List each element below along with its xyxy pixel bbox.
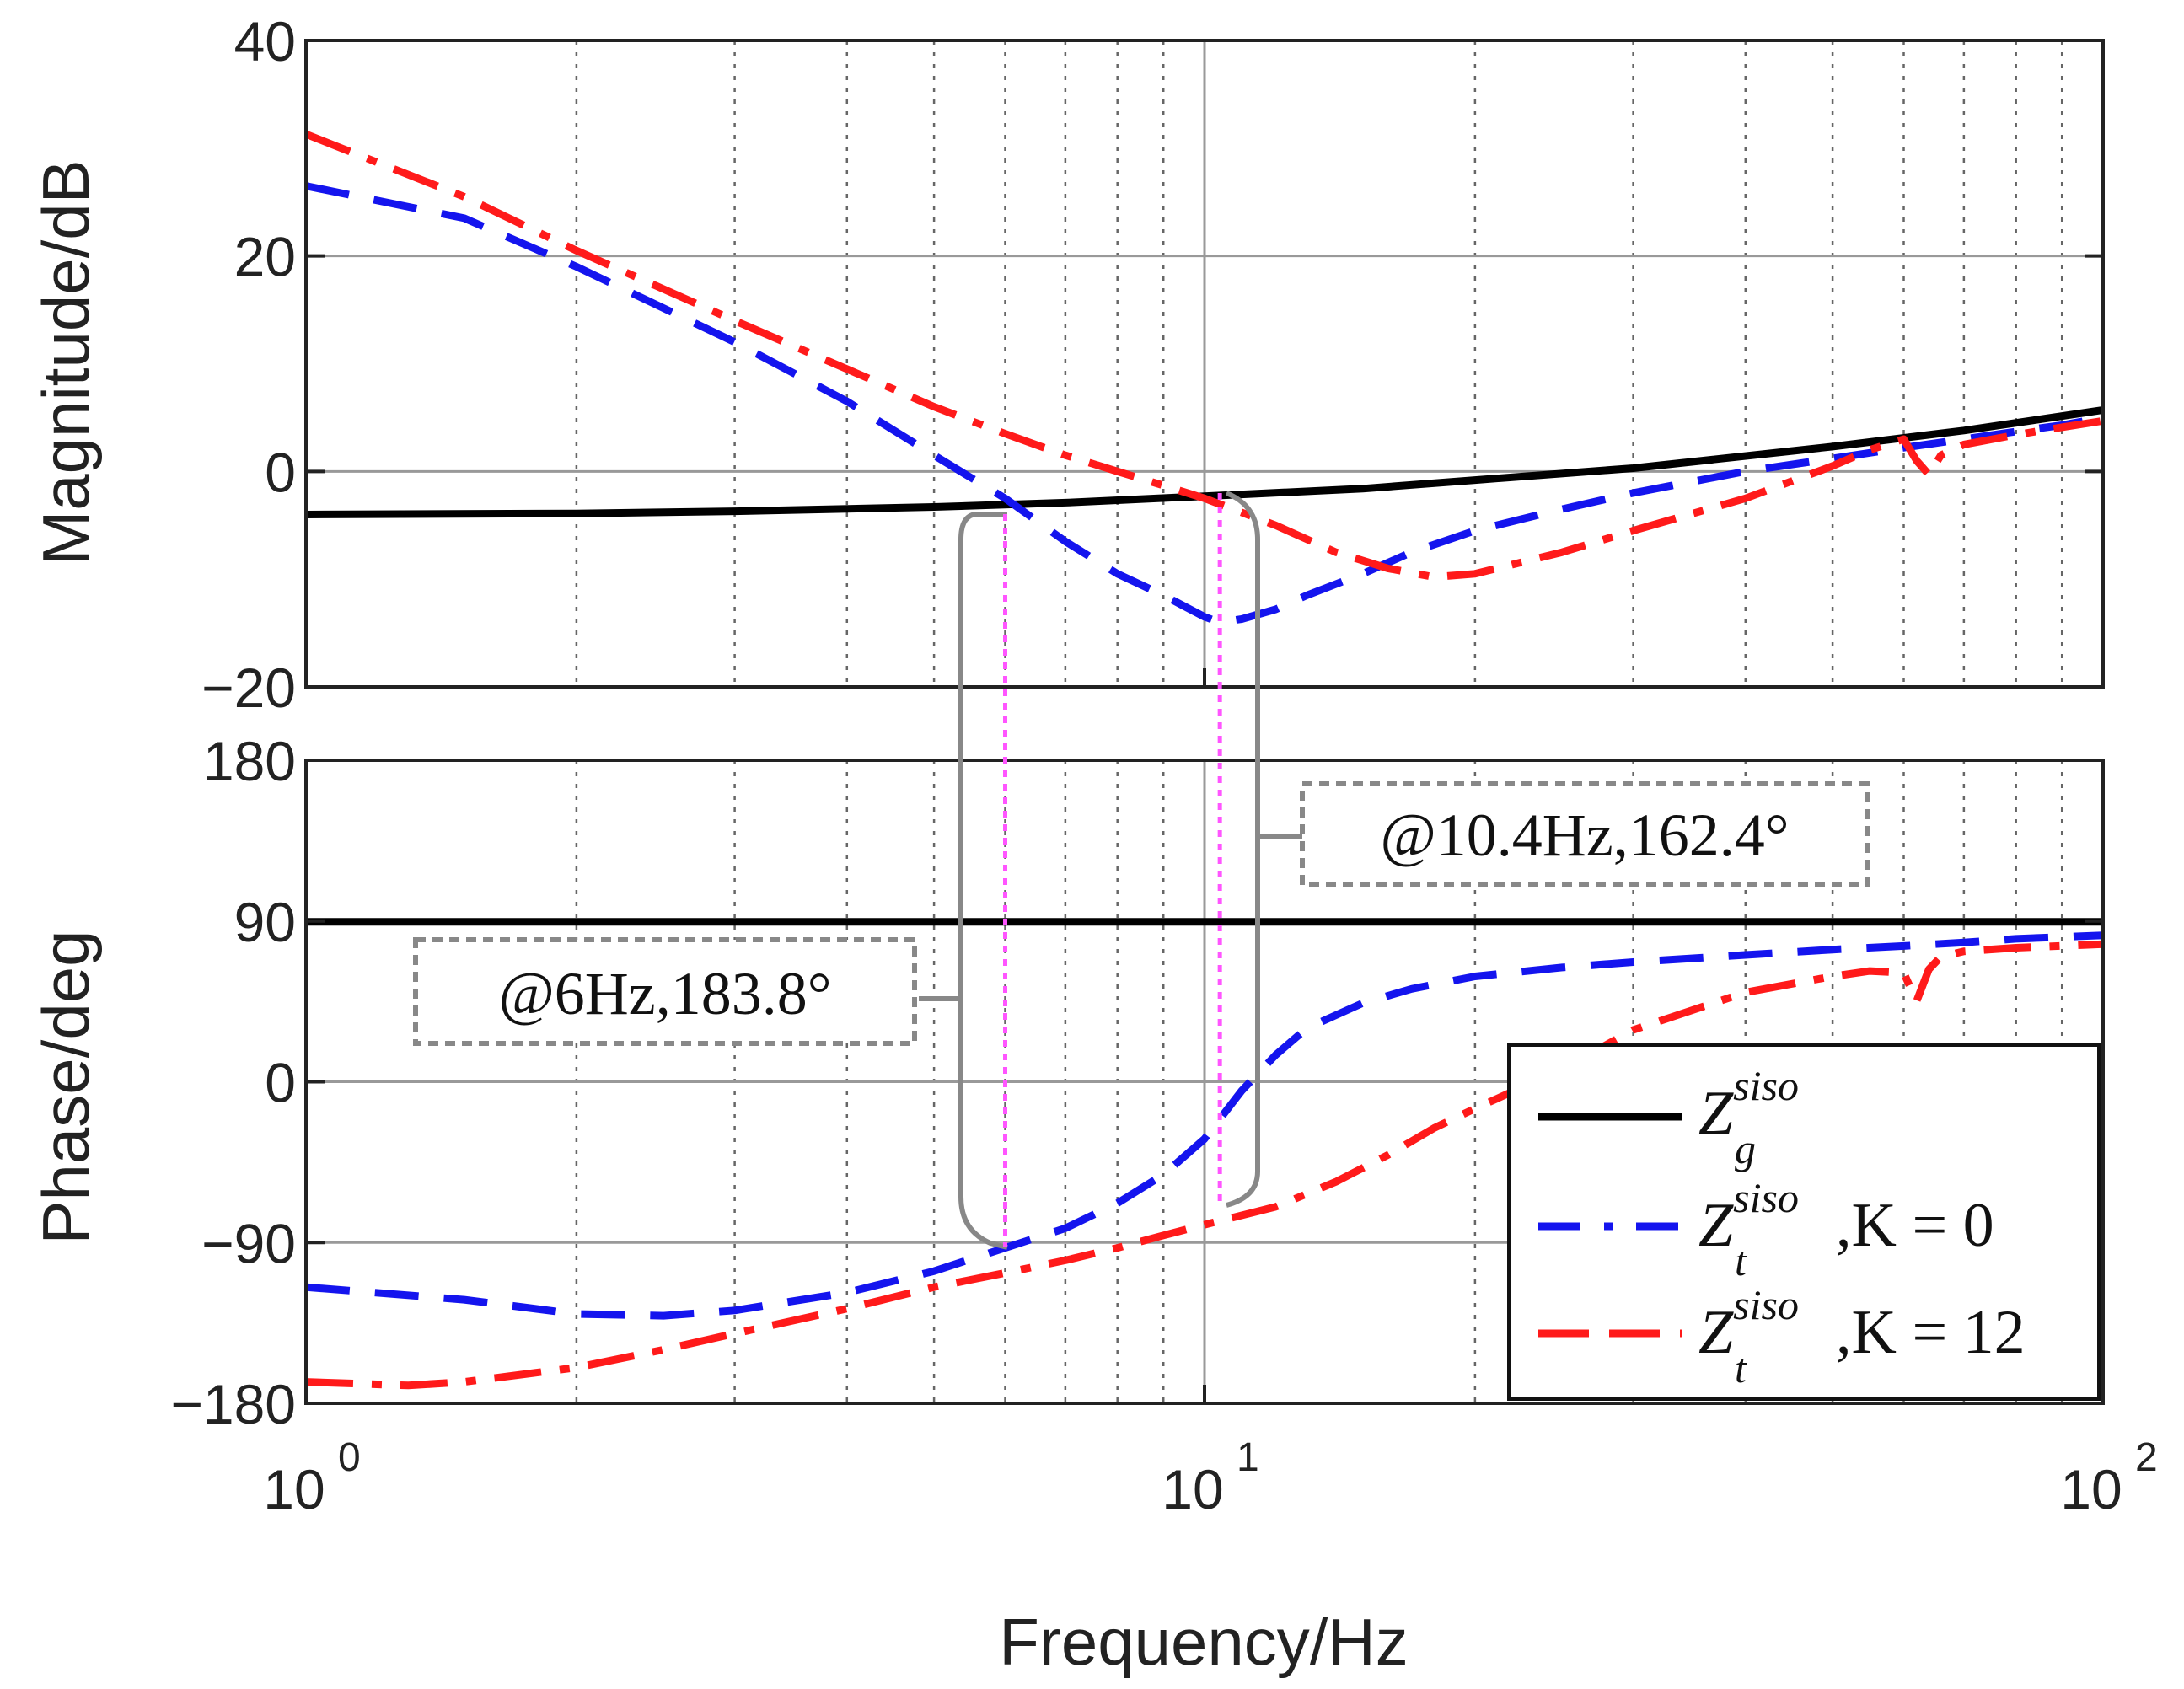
x-tick-exponent: 1 bbox=[1237, 1435, 1259, 1480]
x-axis-ticks: 10 0 10 1 10 2 bbox=[263, 668, 2158, 1520]
annotation-10hz: @10.4Hz,162.4° bbox=[1300, 781, 1870, 887]
magnitude-y-ticks: 40 20 0 −20 bbox=[201, 10, 2103, 719]
x-tick-label: 10 bbox=[2060, 1458, 2122, 1520]
magnitude-y-label: Magnitude/dB bbox=[29, 159, 103, 565]
legend-entry-zt-k12: Zsiso t ,K = 12 bbox=[1698, 1281, 2026, 1391]
annotation-text-6hz: @6Hz,183.8° bbox=[498, 960, 831, 1027]
phase-y-tick-label: −180 bbox=[170, 1373, 296, 1435]
legend-entry-zg: Zsiso g bbox=[1698, 1062, 1799, 1172]
phase-y-tick-label: −90 bbox=[201, 1212, 296, 1274]
annotation-brackets bbox=[919, 491, 1302, 1250]
magnitude-y-tick-label: 20 bbox=[234, 226, 296, 288]
magnitude-grid bbox=[306, 40, 2103, 687]
annotation-box-10hz bbox=[1300, 781, 1870, 887]
legend-zt-k0-sub: t bbox=[1735, 1237, 1747, 1284]
phase-series bbox=[306, 918, 2103, 1390]
annotation-6hz: @6Hz,183.8° bbox=[413, 937, 917, 1046]
annotation-text-10hz: @10.4Hz,162.4° bbox=[1380, 802, 1789, 869]
magnitude-series-zg bbox=[306, 406, 2103, 518]
legend-zg-symbol: Z bbox=[1698, 1079, 1734, 1148]
legend-zt-k0-sup: siso bbox=[1733, 1174, 1799, 1221]
phase-series-zt-k-0 bbox=[306, 931, 2103, 1320]
x-tick-exponent: 0 bbox=[338, 1435, 361, 1480]
legend: Zsiso g Zsiso t,K = 0 Zsiso t,K = 12 bbox=[1507, 1043, 2101, 1401]
x-tick-label: 10 bbox=[1162, 1458, 1223, 1520]
bracket-6hz bbox=[958, 512, 1008, 1250]
legend-zt-k0-suffix: ,K = 0 bbox=[1836, 1191, 1994, 1260]
magnitude-series bbox=[306, 131, 2103, 626]
magnitude-y-tick-label: 40 bbox=[234, 10, 296, 72]
magnitude-y-tick-label: 0 bbox=[265, 441, 296, 503]
x-axis-label: Frequency/Hz bbox=[999, 1605, 1409, 1679]
phase-y-label: Phase/deg bbox=[29, 930, 103, 1245]
x-tick-label: 10 bbox=[263, 1458, 325, 1520]
x-tick-exponent: 2 bbox=[2135, 1435, 2158, 1480]
phase-y-tick-label: 90 bbox=[234, 891, 296, 953]
magnitude-panel: 40 20 0 −20 Magnitude/dB bbox=[29, 10, 2105, 719]
legend-entry-zt-k0: Zsiso t ,K = 0 bbox=[1698, 1174, 1994, 1284]
legend-zg-sup: siso bbox=[1733, 1062, 1799, 1109]
legend-zt-k0-symbol: Z bbox=[1698, 1191, 1734, 1260]
phase-y-tick-label: 180 bbox=[203, 730, 296, 792]
legend-zt-k12-sub: t bbox=[1735, 1344, 1747, 1391]
legend-zt-k12-symbol: Z bbox=[1698, 1298, 1734, 1367]
legend-zg-sub: g bbox=[1735, 1125, 1756, 1172]
legend-zt-k12-sup: siso bbox=[1733, 1281, 1799, 1328]
magnitude-series-zt-k-0 bbox=[306, 182, 2103, 626]
phase-series-zt-k-12 bbox=[306, 940, 2103, 1390]
legend-zt-k12-suffix: ,K = 12 bbox=[1836, 1298, 2026, 1367]
bracket-10hz bbox=[1225, 491, 1260, 1208]
annotation-box-6hz bbox=[413, 937, 917, 1046]
magnitude-y-tick-label: −20 bbox=[201, 657, 296, 719]
legend-box bbox=[1507, 1043, 2101, 1401]
phase-y-ticks: 180 90 0 −90 −180 bbox=[170, 730, 2103, 1435]
phase-y-tick-label: 0 bbox=[265, 1052, 296, 1114]
